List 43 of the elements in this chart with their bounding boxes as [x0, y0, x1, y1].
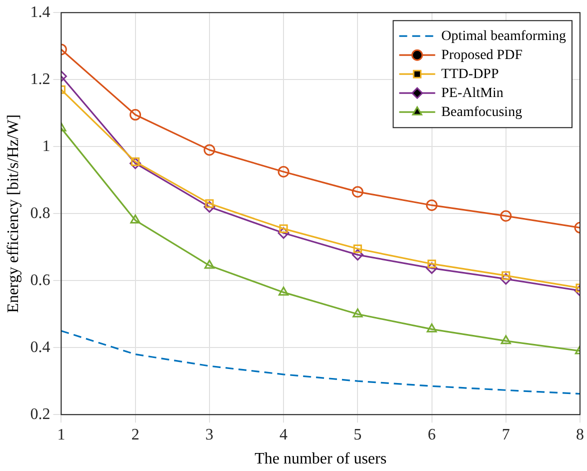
point: [130, 158, 142, 170]
point: [352, 308, 363, 318]
y-tick-label: 0.4: [30, 338, 50, 356]
y-tick-label: 1: [42, 138, 50, 155]
point: [352, 186, 364, 198]
y-tick-label: 1.2: [30, 70, 50, 88]
x-tick-label: 3: [205, 426, 214, 444]
point: [130, 214, 140, 224]
point: [500, 335, 511, 344]
legend-label: PE-AltMin: [441, 86, 504, 101]
point: [500, 273, 512, 285]
y-tick-label: 0.8: [30, 204, 50, 222]
point: [204, 260, 215, 269]
y-axis-title: Energy efficiency [bit/s/Hz/W]: [4, 114, 22, 313]
point: [204, 201, 216, 213]
y-tick-label: 1.4: [30, 4, 50, 21]
point: [278, 166, 290, 178]
x-tick-label: 4: [280, 426, 288, 444]
y-tick-label: 0.2: [30, 406, 50, 423]
point: [426, 199, 438, 211]
x-tick-label: 6: [428, 426, 436, 444]
point: [279, 224, 288, 233]
legend-label: Proposed PDF: [441, 48, 523, 63]
x-axis-title: The number of users: [254, 450, 387, 468]
x-tick-label: 5: [354, 426, 362, 444]
point: [352, 249, 364, 261]
legend-label: Beamfocusing: [441, 104, 522, 120]
point: [204, 144, 216, 156]
x-tick-label: 1: [57, 426, 66, 444]
x-tick-label: 2: [131, 426, 140, 444]
point: [278, 227, 290, 239]
legend-label: TTD-DPP: [441, 66, 499, 82]
point: [130, 109, 142, 121]
point: [353, 244, 362, 254]
x-tick-label: 7: [502, 426, 510, 444]
point: [426, 323, 437, 332]
point: [427, 260, 436, 268]
point: [278, 286, 289, 296]
x-tick-label: 8: [576, 426, 584, 444]
legend-label: Optimal beamforming: [441, 28, 566, 44]
point: [500, 210, 512, 222]
point: [426, 262, 438, 274]
y-tick-label: 0.6: [30, 272, 50, 289]
